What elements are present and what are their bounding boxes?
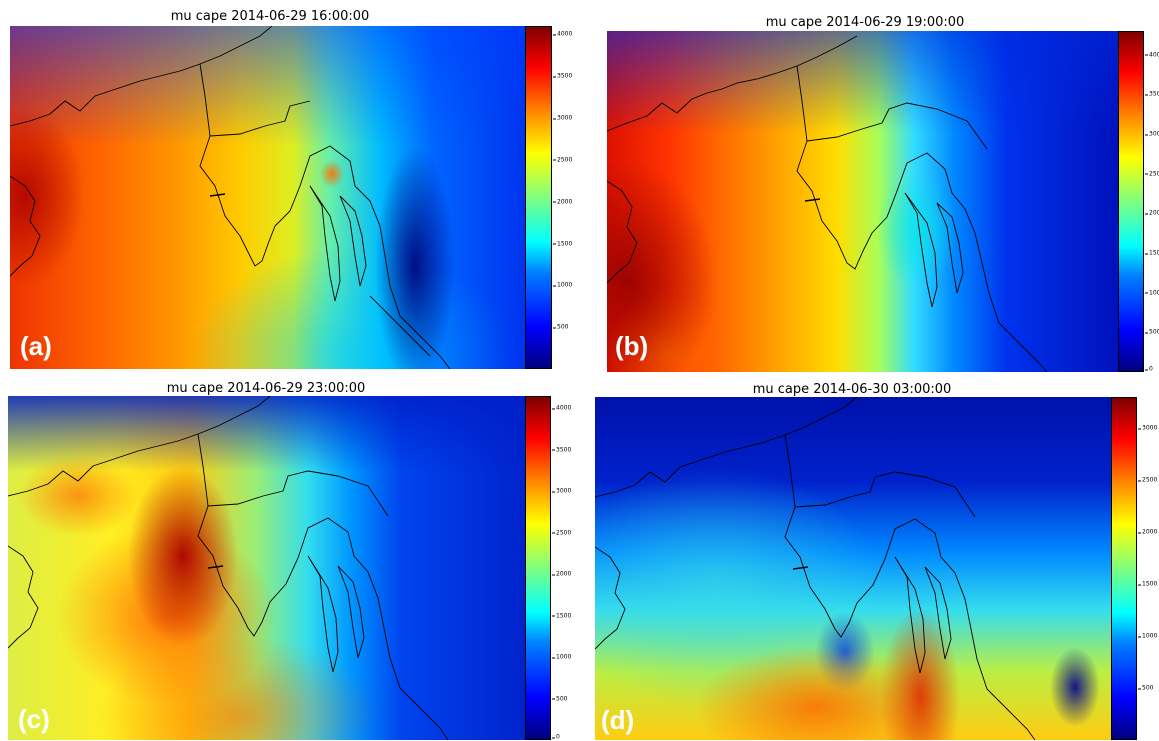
colorbar (1118, 31, 1144, 372)
colorbar-tick-label: 2000 (1144, 210, 1159, 217)
panel-label: (d) (601, 705, 635, 735)
colorbar-tick-label: 500 (552, 323, 569, 331)
colorbar-tick-label: 0 (1145, 365, 1153, 373)
colorbar (525, 26, 552, 369)
coastline-overlay (595, 397, 1036, 740)
cape-field-map: (d) (595, 397, 1111, 740)
colorbar-tick-label: 3000 (1144, 131, 1159, 138)
colorbar-tick-label: 2500 (552, 156, 573, 164)
coastline-overlay (607, 35, 1048, 372)
colorbar-tick-label: 500 (1144, 328, 1159, 336)
colorbar-tick-label: 1500 (1137, 580, 1158, 588)
colorbar-tick-label: 1000 (552, 281, 573, 289)
colorbar (525, 396, 551, 740)
colorbar-tick-label: 0 (552, 733, 560, 741)
panel-label: (b) (615, 331, 649, 361)
coastline-overlay (10, 26, 451, 369)
colorbar-tick-label: 3000 (552, 114, 573, 122)
colorbar-tick-label: 2000 (551, 570, 572, 578)
cape-field-map: (b) (607, 31, 1118, 372)
colorbar-tick-label: 3500 (552, 72, 573, 80)
cape-field-map: (a) (10, 26, 525, 369)
colorbar-tick-label: 3500 (551, 446, 572, 454)
cape-field-map: (c) (8, 396, 525, 740)
colorbar-tick-label: 2500 (551, 529, 572, 537)
colorbar-tick-label: 1500 (1144, 250, 1159, 257)
colorbar-tick-label: 2000 (1137, 528, 1158, 536)
colorbar-tick-label: 500 (1137, 684, 1154, 692)
colorbar-tick-label: 2000 (552, 198, 573, 206)
colorbar-tick-label: 1000 (1137, 632, 1158, 640)
colorbar-tick-label: 3000 (1137, 424, 1158, 432)
colorbar-tick-label: 4000 (552, 30, 573, 38)
panel-label: (a) (20, 331, 52, 361)
colorbar-tick-label: 1000 (1144, 289, 1159, 296)
colorbar-tick-label: 1000 (551, 653, 572, 661)
colorbar-tick-label: 2500 (1144, 170, 1159, 177)
colorbar-tick-label: 3000 (551, 487, 572, 495)
colorbar-tick-label: 4000 (1144, 51, 1159, 58)
colorbar-tick-label: 3500 (1144, 91, 1159, 98)
colorbar-tick-label: 1500 (551, 612, 572, 620)
colorbar-tick-label: 500 (551, 695, 568, 703)
colorbar (1111, 397, 1137, 740)
panel-title: mu cape 2014-06-30 03:00:00 (752, 382, 952, 397)
panel-title: mu cape 2014-06-29 23:00:00 (166, 381, 366, 396)
colorbar-tick-label: 1500 (552, 240, 573, 247)
colorbar-tick-label: 2500 (1137, 476, 1158, 484)
panel-title: mu cape 2014-06-29 19:00:00 (765, 15, 965, 30)
panel-label: (c) (18, 704, 50, 734)
coastline-overlay (8, 396, 449, 740)
colorbar-tick-label: 4000 (551, 404, 572, 412)
panel-title: mu cape 2014-06-29 16:00:00 (170, 9, 370, 24)
